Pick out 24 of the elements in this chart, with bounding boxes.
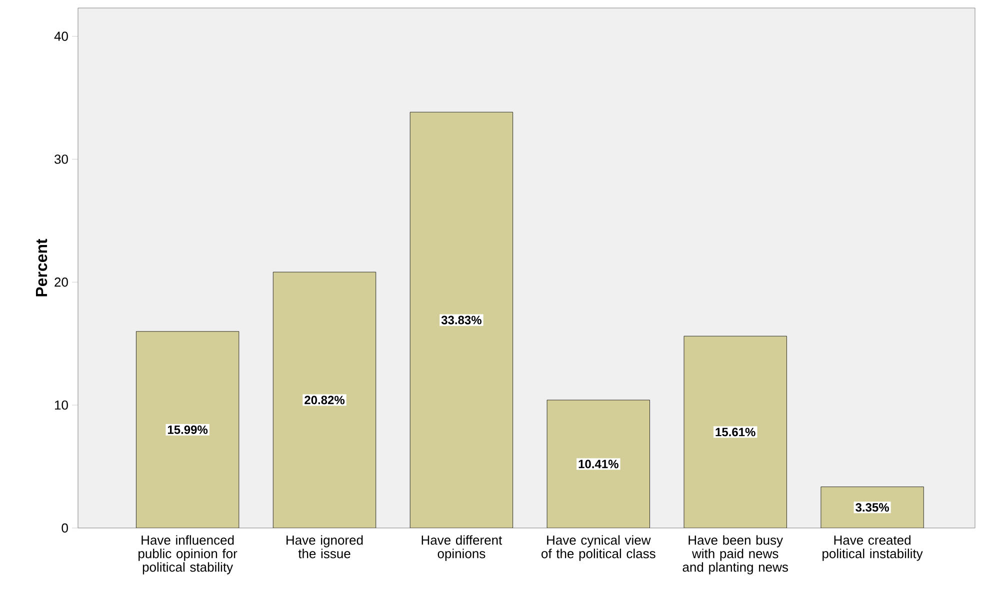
- x-tick-label: Have created political instability: [822, 535, 923, 561]
- bar: [136, 331, 240, 528]
- bar: [684, 336, 787, 528]
- data-label: 20.82%: [304, 396, 345, 404]
- bar: [820, 486, 924, 528]
- data-label: 3.35%: [856, 503, 889, 512]
- bar: [410, 112, 514, 528]
- x-tick-label: Have been busy with paid news and planting news: [682, 535, 788, 574]
- x-tick-label: Have influenced public opinion for political stability: [138, 535, 238, 574]
- x-tick-label: Have different opinions: [422, 535, 502, 561]
- y-axis-title: Percent: [36, 238, 48, 296]
- data-label: 15.99%: [168, 425, 208, 434]
- bar: [546, 400, 650, 528]
- y-tick-label: 0: [62, 523, 68, 533]
- data-label: 10.41%: [578, 460, 618, 468]
- x-tick-label: Have cynical view of the political class: [542, 535, 656, 561]
- x-tick-label: Have ignored the issue: [286, 535, 363, 558]
- y-tick-label: 30: [54, 154, 68, 164]
- y-tick-label: 10: [54, 400, 68, 410]
- data-label: 15.61%: [716, 428, 756, 436]
- bar: [272, 272, 376, 528]
- y-tick-label: 20: [54, 278, 68, 287]
- data-label: 33.83%: [441, 316, 482, 324]
- y-tick-label: 40: [54, 32, 68, 41]
